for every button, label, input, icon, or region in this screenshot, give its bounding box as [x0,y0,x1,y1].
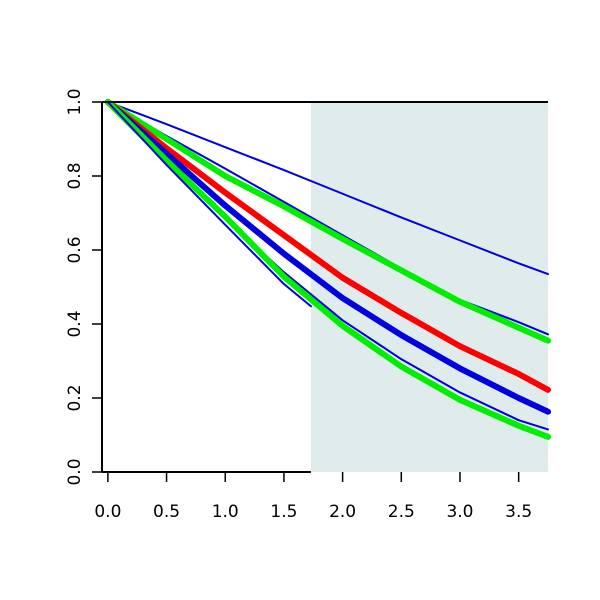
series-line-5 [104,99,551,415]
series-line-4 [104,99,551,393]
x-tick-label: 1.5 [270,502,297,522]
y-tick-label: 0.0 [65,458,85,485]
series-line-8 [106,101,312,308]
x-tick-label: 0.5 [153,502,180,522]
series-line-3 [104,99,551,344]
x-tick-label: 1.0 [212,502,239,522]
series-line-7 [104,99,551,440]
y-tick-label: 0.2 [65,384,85,411]
x-tick-label: 3.5 [505,502,532,522]
plot-area [104,99,551,472]
x-tick-label: 3.0 [446,502,473,522]
x-tick-label: 0.0 [94,502,121,522]
x-tick-label: 2.0 [329,502,356,522]
y-tick-label: 1.0 [65,88,85,115]
y-tick-label: 0.4 [65,310,85,337]
y-tick-label: 0.8 [65,162,85,189]
y-tick-label: 0.6 [65,236,85,263]
series-line-2 [106,101,549,336]
x-tick-label: 2.5 [388,502,415,522]
series-line-1 [106,101,549,276]
axes: 0.0 0.5 1.0 1.5 2.0 2.5 3.0 3.5 0.0 0.2 0.4 0.6 0.8 1… [65,88,548,522]
